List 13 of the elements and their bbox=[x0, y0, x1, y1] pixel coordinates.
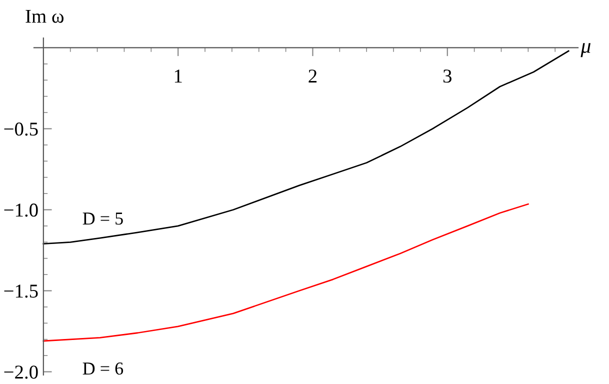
line-series bbox=[42, 50, 570, 244]
x-tick-label: 1 bbox=[174, 70, 182, 82]
y-tick-label: −1.0 bbox=[4, 204, 38, 217]
y-tick-label: −1.5 bbox=[4, 284, 38, 298]
series-label: D = 5 bbox=[82, 212, 123, 225]
x-tick-label: 2 bbox=[308, 70, 317, 82]
y-tick-label: −0.5 bbox=[4, 122, 38, 136]
x-axis-title: μ bbox=[580, 43, 590, 58]
y-axis-title: Im ω bbox=[26, 10, 64, 23]
series-label: D = 6 bbox=[82, 362, 124, 375]
y-tick-label: −2.0 bbox=[4, 366, 38, 379]
x-tick-label: 3 bbox=[443, 70, 452, 83]
line-series bbox=[42, 203, 529, 342]
